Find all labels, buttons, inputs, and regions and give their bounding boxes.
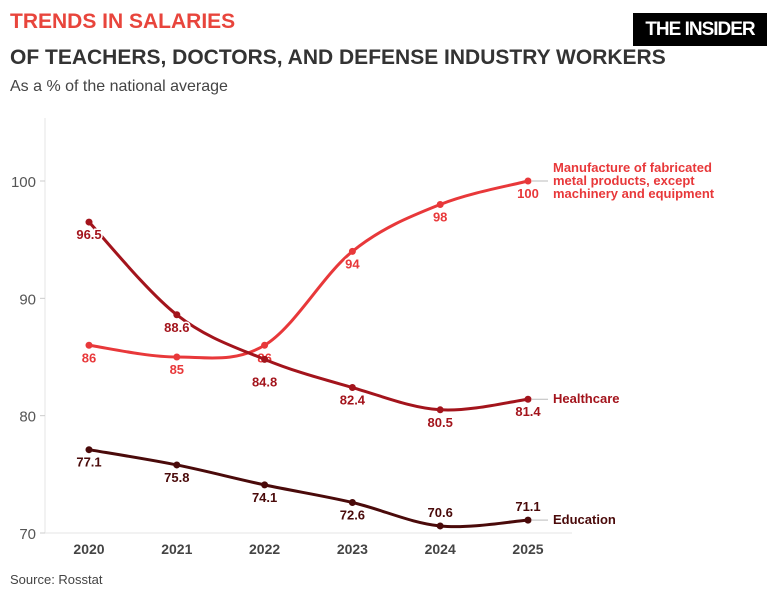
data-point — [85, 218, 93, 226]
data-label: 72.6 — [340, 507, 365, 522]
chart-kicker: TRENDS IN SALARIES — [10, 10, 236, 33]
data-point — [524, 177, 532, 185]
series-label: Healthcare — [553, 391, 619, 406]
x-tick-label: 2024 — [425, 541, 456, 557]
data-label: 80.5 — [428, 415, 453, 430]
data-label: 77.1 — [76, 455, 101, 470]
data-label: 98 — [433, 209, 447, 224]
data-point — [85, 446, 93, 454]
data-point — [524, 395, 532, 403]
data-point — [436, 200, 444, 208]
series-line — [87, 221, 529, 412]
data-label: 82.4 — [340, 393, 366, 408]
source-note: Source: Rosstat — [10, 572, 103, 587]
series-line — [88, 448, 529, 529]
data-label: 85 — [170, 362, 184, 377]
data-point — [173, 461, 181, 469]
chart-subtitle: As a % of the national average — [10, 78, 228, 95]
data-label: 86 — [82, 350, 96, 365]
series-label: metal products, except — [553, 173, 695, 188]
data-label: 81.4 — [515, 404, 541, 419]
data-label: 94 — [345, 256, 360, 271]
x-tick-label: 2022 — [249, 541, 280, 557]
data-label: 70.6 — [428, 505, 453, 520]
data-label: 84.8 — [252, 374, 277, 389]
data-label: 100 — [517, 186, 539, 201]
data-point — [85, 341, 93, 349]
data-label: 74.1 — [252, 490, 277, 505]
series-label: Education — [553, 512, 616, 527]
chart-title: OF TEACHERS, DOCTORS, AND DEFENSE INDUST… — [10, 46, 666, 69]
x-tick-label: 2021 — [161, 541, 192, 557]
data-point — [348, 498, 356, 506]
data-point — [261, 355, 269, 363]
y-tick-label: 70 — [19, 526, 36, 543]
data-label: 75.8 — [164, 470, 189, 485]
data-point — [261, 341, 269, 349]
data-point — [173, 311, 181, 319]
data-point — [436, 406, 444, 414]
y-tick-label: 100 — [11, 174, 36, 191]
logo: THE INSIDER — [633, 13, 767, 46]
data-point — [173, 353, 181, 361]
data-point — [261, 481, 269, 489]
series-label: machinery and equipment — [553, 186, 715, 201]
y-tick-label: 90 — [19, 291, 36, 308]
data-point — [524, 516, 532, 524]
x-tick-label: 2020 — [73, 541, 104, 557]
series-line — [88, 179, 529, 360]
data-label: 71.1 — [515, 499, 540, 514]
x-tick-label: 2025 — [512, 541, 543, 557]
x-tick-label: 2023 — [337, 541, 368, 557]
data-label: 88.6 — [164, 320, 189, 335]
series-label: Manufacture of fabricated — [553, 160, 712, 175]
y-tick-label: 80 — [19, 409, 36, 426]
data-label: 96.5 — [76, 227, 101, 242]
data-point — [348, 247, 356, 255]
data-point — [348, 384, 356, 392]
data-point — [436, 522, 444, 530]
